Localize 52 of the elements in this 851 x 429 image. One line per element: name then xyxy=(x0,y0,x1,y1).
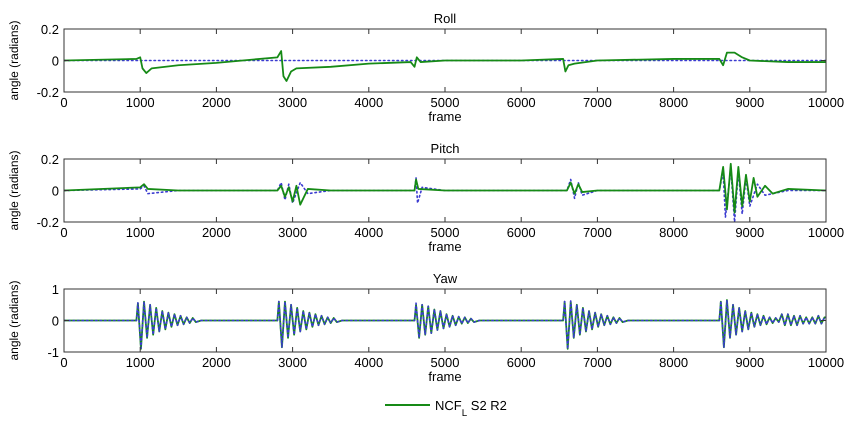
x-tick-label: 2000 xyxy=(202,355,231,370)
x-tick-label: 4000 xyxy=(354,355,384,370)
x-tick-label: 9000 xyxy=(735,355,764,370)
y-tick-label: -0.2 xyxy=(36,85,59,100)
y-tick-label: -0.2 xyxy=(36,215,59,230)
line-series xyxy=(64,299,826,350)
x-axis-title: frame xyxy=(428,369,462,384)
x-tick-label: 2000 xyxy=(202,95,231,110)
line-series xyxy=(64,162,826,214)
x-tick-label: 1000 xyxy=(126,355,155,370)
x-tick-label: 10000 xyxy=(808,225,844,240)
x-tick-label: 3000 xyxy=(278,225,308,240)
y-tick-label: 0 xyxy=(52,54,59,68)
y-tick-label: 0 xyxy=(52,314,59,328)
x-tick-label: 7000 xyxy=(582,225,612,240)
x-tick-label: 6000 xyxy=(506,95,536,110)
x-tick-label: 10000 xyxy=(808,355,844,370)
x-tick-label: 8000 xyxy=(659,95,688,110)
legend-label: NCF$_{L}$ S2 R2 xyxy=(435,398,507,418)
x-tick-label: 1000 xyxy=(126,225,155,240)
y-tick-label: 0 xyxy=(52,184,59,198)
x-tick-label: 7000 xyxy=(582,355,612,370)
chart-title: Roll xyxy=(434,11,456,26)
x-tick-label: 6000 xyxy=(506,355,536,370)
x-axis-title: frame xyxy=(428,239,462,254)
chart-title: Pitch xyxy=(430,141,460,156)
x-tick-label: 8000 xyxy=(659,225,688,240)
x-axis-title: frame xyxy=(428,109,462,124)
y-axis-title: angle (radians) xyxy=(7,20,21,101)
y-axis-title: angle (radians) xyxy=(7,280,21,361)
x-tick-label: 4000 xyxy=(354,225,384,240)
x-tick-label: 5000 xyxy=(430,95,460,110)
y-axis-title: angle (radians) xyxy=(7,150,21,231)
x-tick-label: 6000 xyxy=(506,225,536,240)
x-tick-label: 9000 xyxy=(735,95,764,110)
x-tick-label: 4000 xyxy=(354,95,384,110)
x-tick-label: 5000 xyxy=(430,225,460,240)
x-tick-label: 3000 xyxy=(278,95,308,110)
y-tick-label: 0.2 xyxy=(40,22,59,37)
x-tick-label: 9000 xyxy=(735,225,764,240)
x-tick-label: 5000 xyxy=(430,355,460,370)
x-tick-label: 10000 xyxy=(808,95,844,110)
line-series xyxy=(64,50,826,82)
x-tick-label: 3000 xyxy=(278,355,308,370)
y-tick-label: 1 xyxy=(52,282,59,297)
x-tick-label: 1000 xyxy=(126,95,155,110)
y-tick-label: -1 xyxy=(47,345,59,360)
y-tick-label: 0.2 xyxy=(40,152,59,167)
x-tick-label: 8000 xyxy=(659,355,688,370)
x-tick-label: 7000 xyxy=(582,95,612,110)
chart-title: Yaw xyxy=(432,271,458,286)
x-tick-label: 2000 xyxy=(202,225,231,240)
